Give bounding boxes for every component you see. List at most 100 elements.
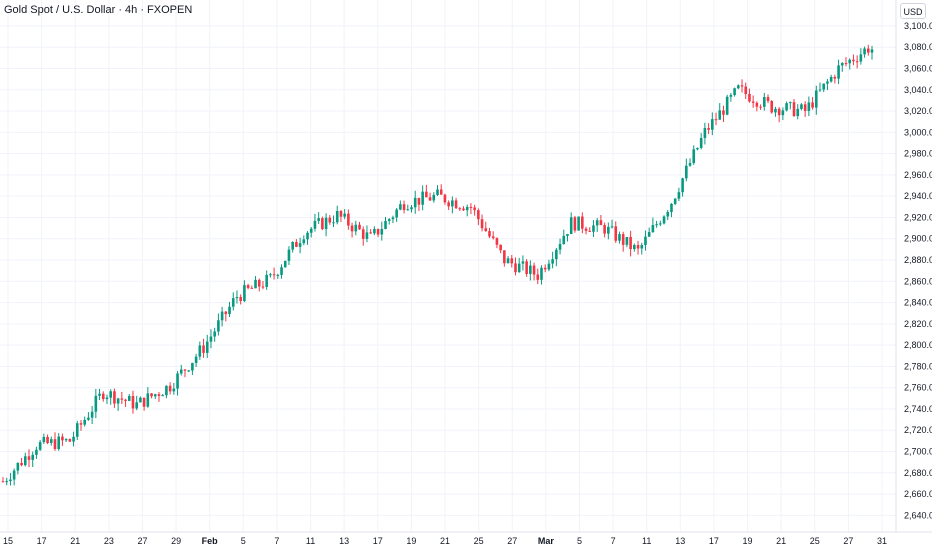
candle-body (369, 232, 372, 234)
candle-body (79, 423, 83, 425)
candle-body (458, 208, 462, 210)
candle-body (269, 274, 272, 276)
candle-body (31, 454, 35, 460)
candle-body (670, 203, 673, 213)
candle-body (373, 228, 376, 234)
y-tick-label: 3,080.00 (904, 42, 932, 52)
candle-body (607, 226, 610, 234)
candle-body (72, 436, 75, 442)
x-tick-label: 25 (474, 536, 484, 546)
candle-body (540, 267, 543, 280)
candle-body (272, 274, 276, 276)
candle-body (633, 245, 636, 250)
candle-body (209, 336, 213, 342)
y-tick-label: 3,040.00 (904, 85, 932, 95)
candle-body (477, 210, 480, 220)
candle-body (38, 442, 42, 450)
y-tick-label: 2,760.00 (904, 383, 932, 393)
candle-body (837, 65, 840, 79)
candle-body (521, 261, 525, 264)
y-tick-label: 3,000.00 (904, 127, 932, 137)
x-tick-label: 7 (611, 536, 616, 546)
candle-body (317, 218, 320, 221)
candle-body (395, 209, 398, 218)
candle-body (343, 213, 346, 217)
candle-body (113, 391, 116, 404)
candle-body (763, 97, 766, 107)
candle-body (157, 394, 161, 396)
candle-body (402, 204, 406, 211)
candle-body (618, 234, 621, 241)
y-tick-label: 2,780.00 (904, 361, 932, 371)
x-tick-label: 23 (104, 536, 114, 546)
candle-body (198, 345, 202, 357)
candle-body (692, 149, 696, 164)
candle-body (469, 206, 473, 208)
candle-body (46, 436, 49, 444)
candle-body (142, 397, 146, 407)
candle-body (629, 237, 632, 250)
candle-body (558, 244, 562, 250)
x-tick-label: 5 (241, 536, 246, 546)
candle-body (127, 395, 131, 401)
candle-body (276, 274, 280, 276)
price-axis[interactable]: 3,100.00 3,080.00 3,060.00 3,040.00 3,020.00… (904, 21, 932, 520)
candle-body (510, 258, 514, 264)
candle-body (569, 217, 573, 235)
candle-body (124, 399, 127, 401)
x-tick-label: 11 (642, 536, 651, 546)
candle-body (681, 178, 684, 193)
candle-body (696, 147, 699, 150)
candle-body (354, 224, 358, 232)
candle-body (870, 49, 874, 53)
candle-body (465, 206, 469, 211)
candle-body (517, 263, 521, 273)
candle-body (224, 311, 228, 315)
candle-body (844, 63, 848, 65)
candle-body (436, 189, 439, 195)
time-axis[interactable]: 15 17 21 23 27 29 Feb 5 7 11 13 17 19 21 25 27 Mar 5 7 11 13… (3, 536, 887, 546)
candle-body (187, 370, 190, 372)
y-tick-label: 2,680.00 (904, 468, 932, 478)
candle-body (406, 209, 410, 211)
candle-body (120, 398, 124, 400)
y-tick-label: 2,940.00 (904, 191, 932, 201)
candle-body (733, 88, 736, 95)
candle-body (748, 94, 751, 102)
candle-body (766, 97, 770, 101)
candle-body (866, 48, 870, 53)
candle-body (365, 232, 369, 239)
candle-body (581, 216, 584, 229)
candle-body (774, 108, 777, 113)
candle-body (23, 456, 27, 466)
currency-button[interactable]: USD (900, 3, 926, 19)
candle-body (101, 393, 105, 400)
candle-body (577, 216, 580, 231)
candle-body (75, 423, 79, 437)
candle-body (12, 470, 16, 480)
candle-body (280, 267, 283, 275)
candle-body (707, 128, 710, 130)
candle-body (588, 230, 592, 232)
x-tick-label: 21 (776, 536, 786, 546)
candle-body (90, 411, 94, 418)
candle-body (202, 345, 205, 353)
candle-body (298, 243, 302, 247)
candle-body (410, 207, 413, 210)
candle-body (243, 285, 246, 301)
candle-body (677, 192, 681, 199)
y-tick-label: 2,900.00 (904, 234, 932, 244)
candle-body (852, 59, 855, 62)
candle-body (116, 398, 120, 404)
candle-body (391, 217, 395, 220)
candle-body (818, 89, 822, 91)
candle-body (506, 258, 510, 264)
x-tick-label: 27 (843, 536, 853, 546)
candle-body (551, 259, 554, 264)
candle-body (153, 394, 157, 397)
candle-body (64, 439, 68, 441)
candle-body (350, 225, 354, 232)
candle-body (9, 479, 12, 482)
candle-body (755, 102, 759, 107)
